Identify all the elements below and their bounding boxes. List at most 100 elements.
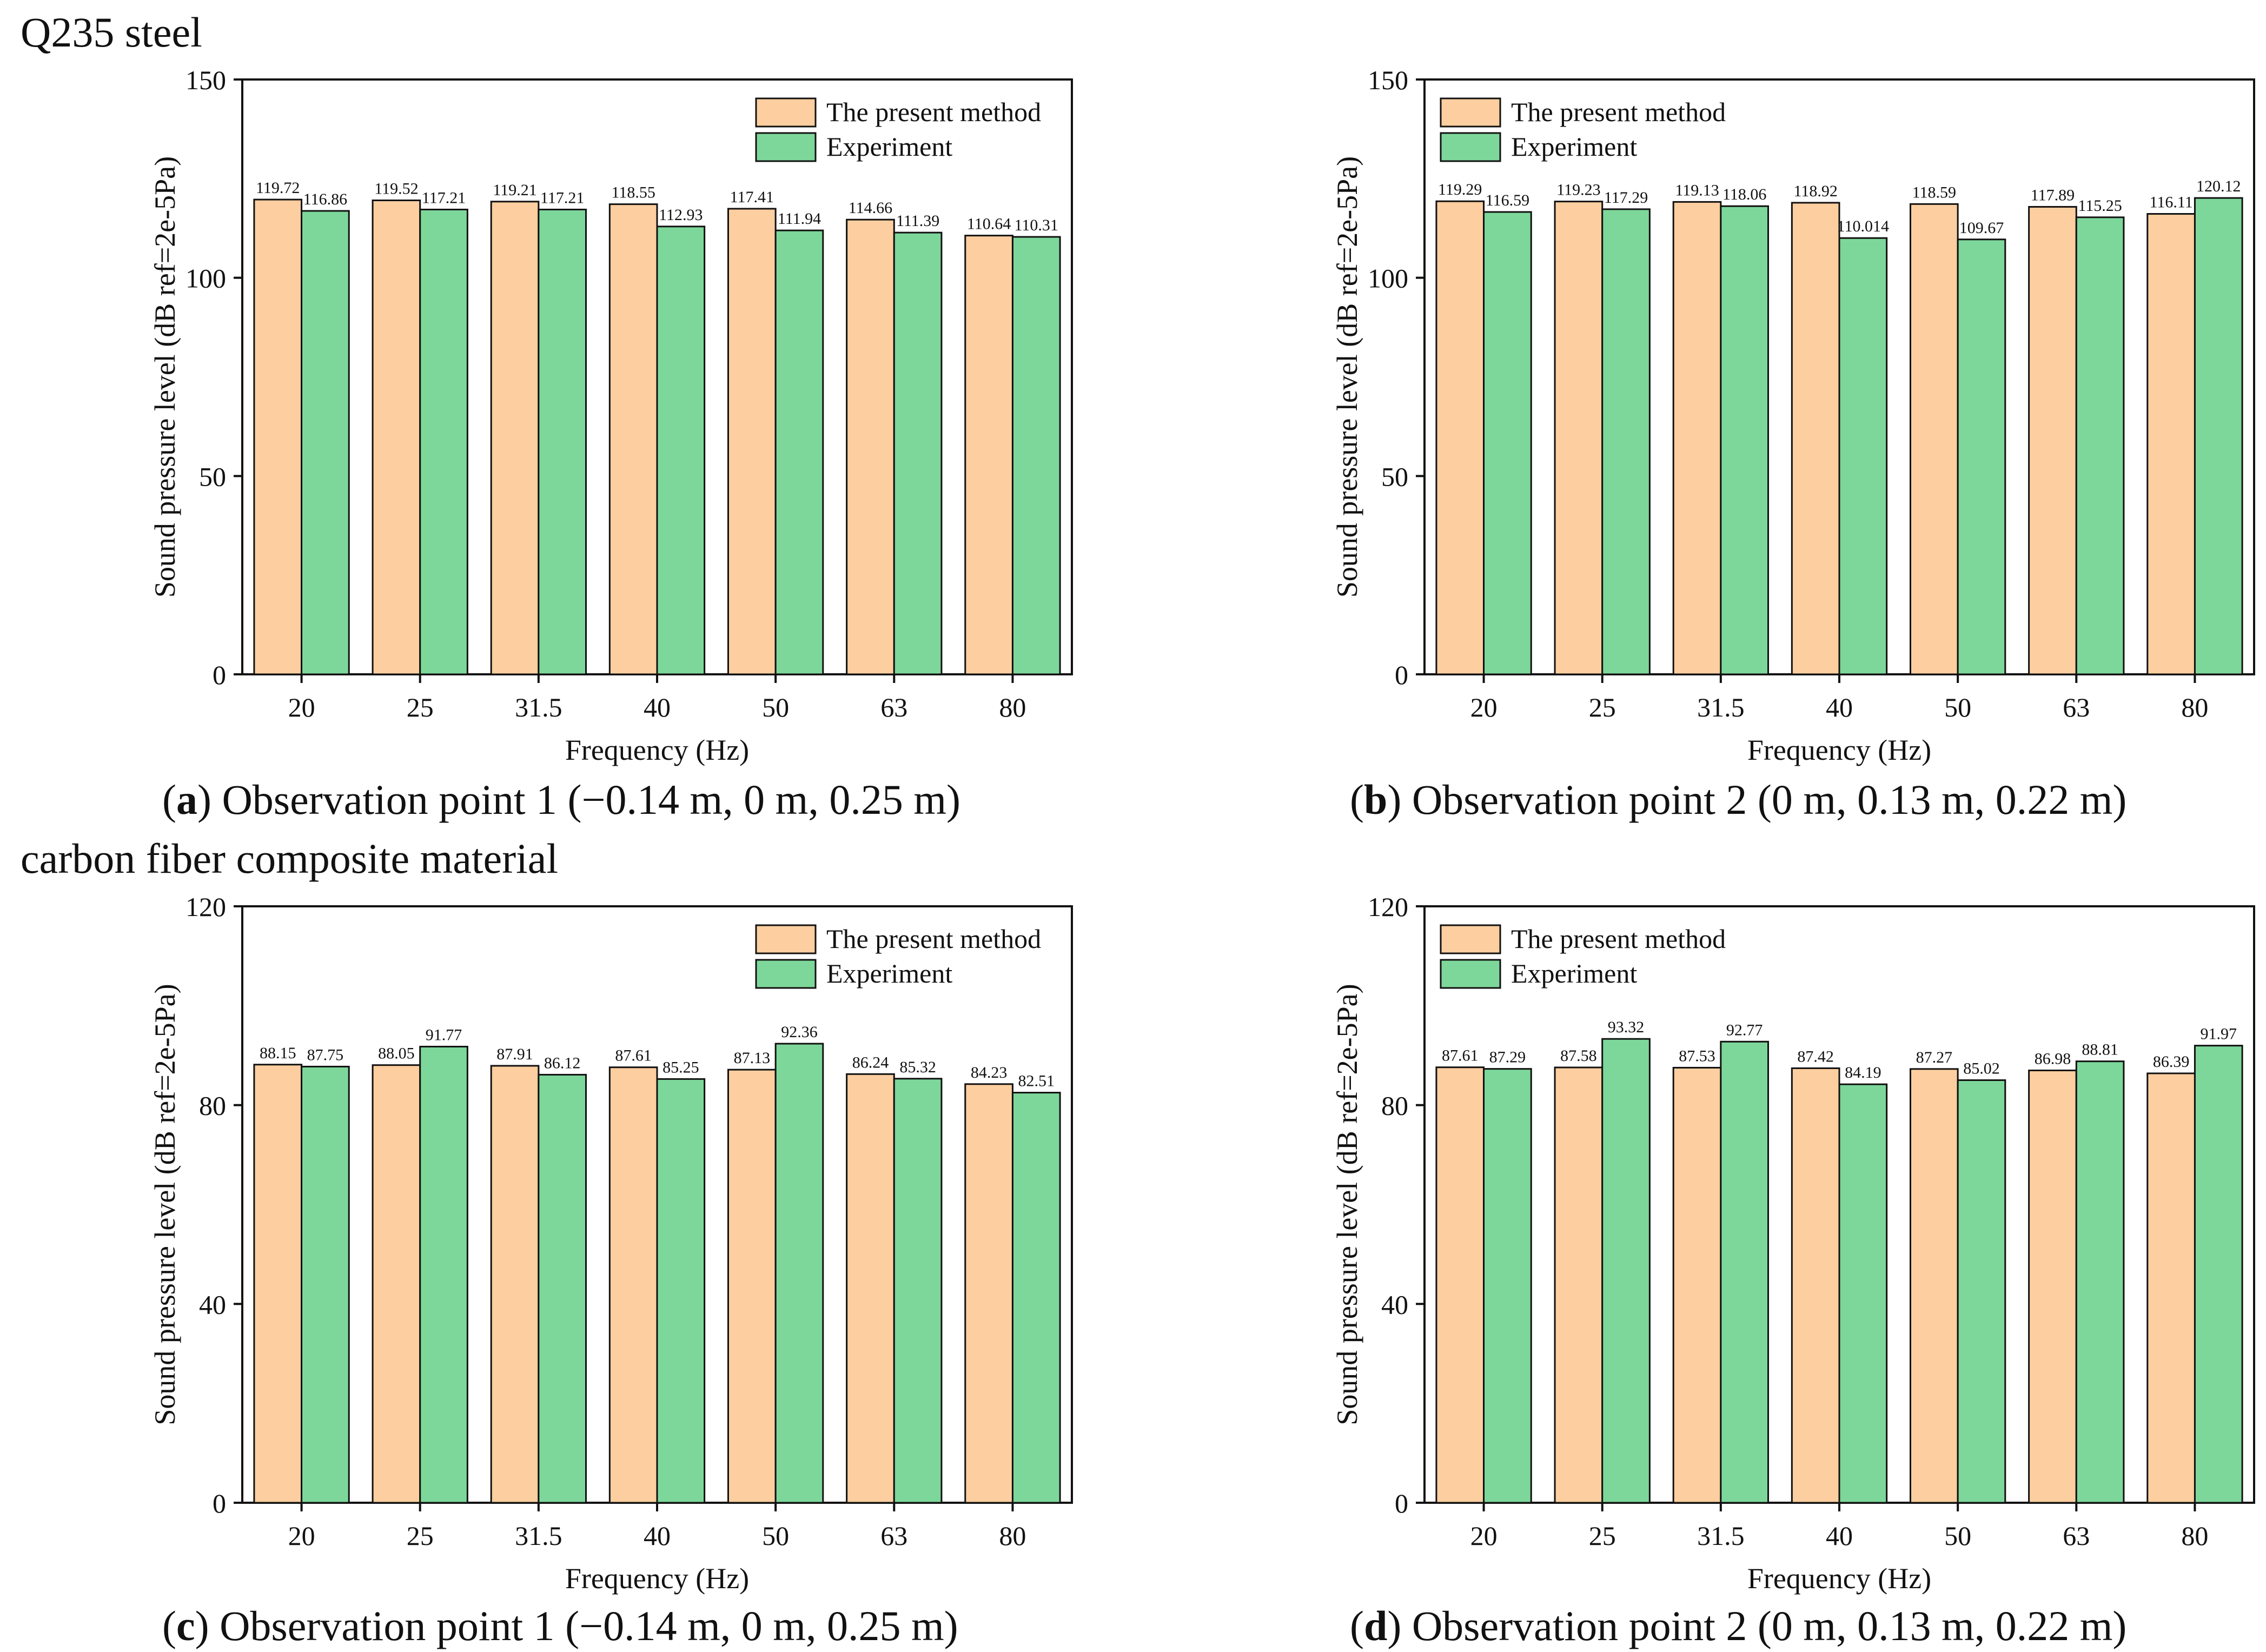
bar-experiment-50 [774, 229, 824, 675]
data-label: 117.29 [1604, 189, 1648, 207]
x-tick-label: 80 [2181, 692, 2208, 722]
data-label: 117.41 [730, 188, 774, 206]
panel-caption: (a) Observation point 1 (−0.14 m, 0 m, 0… [162, 776, 960, 823]
data-label: 85.32 [899, 1058, 936, 1076]
bar-present-method-31.5 [1672, 1066, 1722, 1504]
chart-panel-c: 0 40 80 120 20 88.15 87.75 25 88.05 91.77 31.5 87.9… [149, 892, 1073, 1649]
data-label: 114.66 [849, 199, 892, 217]
x-tick-label: 31.5 [515, 692, 562, 722]
data-label: 91.77 [426, 1026, 462, 1044]
bar-present-method-80 [2146, 213, 2196, 675]
data-label: 117.21 [540, 189, 584, 207]
data-label: 119.29 [1438, 181, 1482, 198]
data-label: 92.36 [781, 1023, 818, 1041]
bar-experiment-20 [1483, 1068, 1532, 1504]
data-label: 112.93 [659, 206, 703, 224]
legend-swatch-experiment [1440, 959, 1501, 989]
bar-present-method-40 [608, 203, 658, 675]
y-tick-label: 0 [1395, 660, 1408, 690]
x-tick-label: 80 [999, 1521, 1026, 1551]
data-label: 87.53 [1679, 1047, 1715, 1065]
bar-present-method-80 [964, 1083, 1013, 1504]
y-tick-label: 150 [185, 65, 226, 95]
bar-experiment-20 [301, 210, 350, 675]
bar-experiment-40 [1838, 237, 1888, 675]
bar-present-method-20 [253, 1064, 303, 1504]
x-tick-label: 80 [2181, 1521, 2208, 1551]
y-tick-label: 50 [199, 461, 226, 492]
y-axis-label: Sound pressure level (dB ref=2e-5Pa) [1331, 984, 1363, 1425]
legend-label: The present method [1511, 924, 1726, 954]
bar-experiment-63 [893, 1078, 943, 1504]
x-tick-label: 40 [1826, 1521, 1853, 1551]
x-tick-label: 20 [288, 1521, 315, 1551]
data-label: 85.25 [662, 1058, 699, 1076]
data-label: 118.06 [1722, 185, 1766, 203]
data-label: 86.39 [2153, 1053, 2190, 1071]
section-title-carbon-fiber: carbon fiber composite material [21, 835, 558, 882]
bar-present-method-40 [1791, 1067, 1840, 1504]
y-tick-label: 40 [1381, 1289, 1408, 1319]
data-label: 87.91 [496, 1045, 533, 1063]
data-label: 87.75 [307, 1046, 344, 1064]
bar-present-method-63 [846, 1073, 895, 1504]
data-label: 87.61 [615, 1047, 652, 1065]
x-tick-label: 31.5 [1697, 1521, 1745, 1551]
y-tick-label: 80 [1381, 1091, 1408, 1121]
data-label: 91.97 [2201, 1025, 2237, 1043]
bar-present-method-20 [253, 198, 303, 675]
bar-present-method-50 [727, 208, 777, 675]
data-label: 110.64 [967, 215, 1011, 233]
legend-label: The present method [826, 97, 1041, 127]
bar-present-method-25 [372, 1064, 421, 1504]
data-label: 110.014 [1837, 217, 1889, 235]
x-tick-label: 50 [1944, 692, 1971, 722]
y-tick-label: 40 [199, 1289, 226, 1319]
panel-caption: (d) Observation point 2 (0 m, 0.13 m, 0.… [1350, 1602, 2126, 1649]
legend-label: The present method [1511, 97, 1726, 127]
bar-experiment-40 [1838, 1083, 1888, 1504]
legend-label: Experiment [1511, 958, 1637, 988]
bar-present-method-50 [1909, 1068, 1959, 1504]
bar-experiment-80 [1011, 1092, 1061, 1504]
bar-experiment-40 [656, 1078, 706, 1504]
bar-present-method-20 [1435, 200, 1485, 675]
x-axis-label: Frequency (Hz) [1747, 1562, 1931, 1595]
y-axis-label: Sound pressure level (dB ref=2e-5Pa) [1331, 156, 1363, 598]
x-tick-label: 31.5 [515, 1521, 562, 1551]
legend-label: Experiment [826, 958, 952, 988]
bar-experiment-63 [2075, 1060, 2125, 1504]
y-tick-label: 80 [199, 1091, 226, 1121]
data-label: 116.86 [303, 190, 347, 208]
data-label: 86.12 [544, 1054, 581, 1072]
data-label: 87.29 [1489, 1049, 1526, 1066]
bar-experiment-20 [1483, 211, 1532, 675]
bar-experiment-25 [1601, 1038, 1651, 1504]
x-tick-label: 40 [644, 692, 671, 722]
legend-label: The present method [826, 924, 1041, 954]
bar-experiment-31.5 [538, 208, 587, 675]
y-tick-label: 0 [213, 1488, 226, 1518]
bar-experiment-20 [301, 1065, 350, 1504]
data-label: 87.13 [734, 1049, 771, 1067]
bar-present-method-63 [2028, 1070, 2077, 1504]
chart-panel-a: 05010015020119.72116.8625119.52117.2131.… [149, 65, 1073, 823]
x-axis-label: Frequency (Hz) [565, 1562, 749, 1595]
bar-experiment-50 [774, 1043, 824, 1504]
data-label: 93.32 [1608, 1018, 1645, 1036]
legend-swatch-experiment [755, 959, 817, 989]
bar-present-method-40 [608, 1066, 658, 1504]
x-tick-label: 25 [1589, 692, 1616, 722]
data-label: 85.02 [1963, 1060, 2000, 1078]
panel-caption: (b) Observation point 2 (0 m, 0.13 m, 0.… [1350, 776, 2126, 823]
data-label: 116.11 [2149, 194, 2192, 211]
bar-experiment-63 [2075, 216, 2125, 675]
data-label: 119.52 [374, 180, 418, 198]
x-axis-label: Frequency (Hz) [565, 734, 749, 766]
bar-present-method-63 [2028, 205, 2077, 675]
data-label: 115.25 [2078, 197, 2122, 215]
data-label: 117.89 [2031, 186, 2075, 204]
legend-swatch-present-method [755, 97, 817, 128]
bar-experiment-25 [419, 1045, 468, 1504]
data-label: 118.55 [611, 184, 655, 202]
